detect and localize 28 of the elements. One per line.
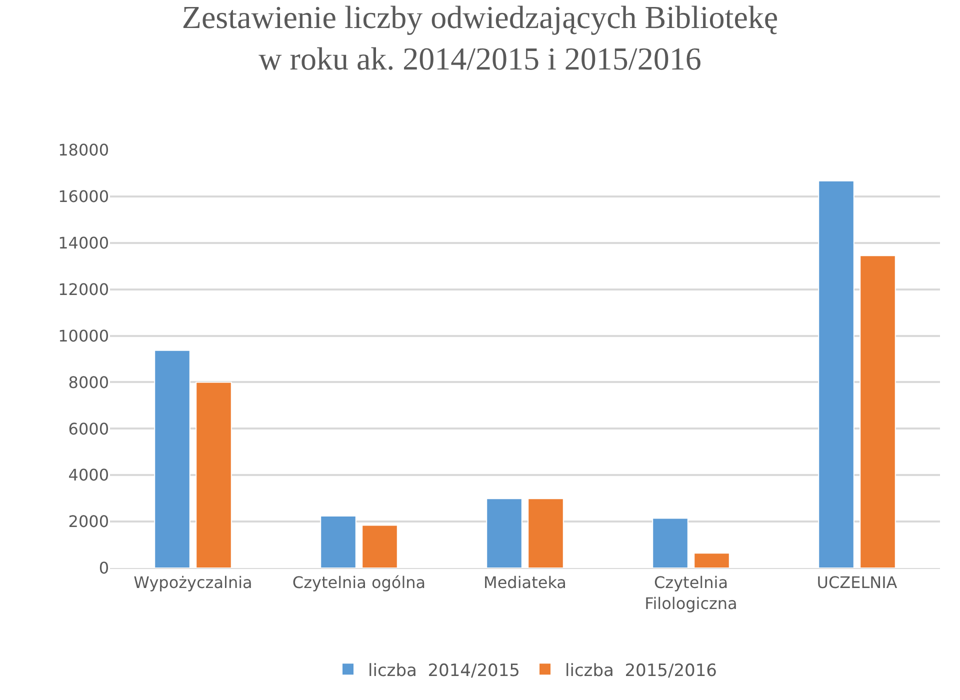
bar bbox=[528, 498, 564, 568]
y-tick-label: 6000 bbox=[68, 419, 109, 438]
legend-label: liczba 2015/2016 bbox=[565, 660, 717, 681]
y-tick-label: 12000 bbox=[58, 280, 109, 299]
bar bbox=[196, 382, 232, 568]
y-tick-label: 8000 bbox=[68, 372, 109, 392]
bar bbox=[860, 255, 896, 568]
y-tick-label: 2000 bbox=[68, 512, 109, 532]
legend-label: liczba 2014/2015 bbox=[368, 660, 520, 681]
x-tick-label: Wypożyczalnia bbox=[134, 573, 252, 592]
y-tick-label: 0 bbox=[98, 558, 109, 578]
x-tick-label: UCZELNIA bbox=[816, 573, 898, 592]
y-tick-label: 4000 bbox=[68, 466, 109, 485]
x-tick-label: Czytelnia Filologiczna bbox=[644, 573, 738, 613]
y-tick-label: 18000 bbox=[58, 140, 109, 160]
bar bbox=[486, 498, 522, 568]
bar bbox=[154, 350, 190, 568]
y-tick-label: 14000 bbox=[58, 233, 109, 252]
bar bbox=[652, 518, 688, 568]
y-tick-label: 10000 bbox=[58, 326, 109, 346]
chart-title: Zestawienie liczby odwiedzających Bibliotekę w roku ak. 2014/2015 i 2015/2016 bbox=[182, 0, 778, 77]
bar bbox=[818, 180, 854, 568]
x-tick-label: Mediateka bbox=[484, 573, 566, 592]
bar bbox=[362, 524, 398, 568]
bar bbox=[320, 515, 356, 568]
x-tick-label: Czytelnia ogólna bbox=[292, 573, 426, 592]
bar bbox=[694, 552, 730, 568]
y-tick-label: 16000 bbox=[58, 187, 109, 206]
